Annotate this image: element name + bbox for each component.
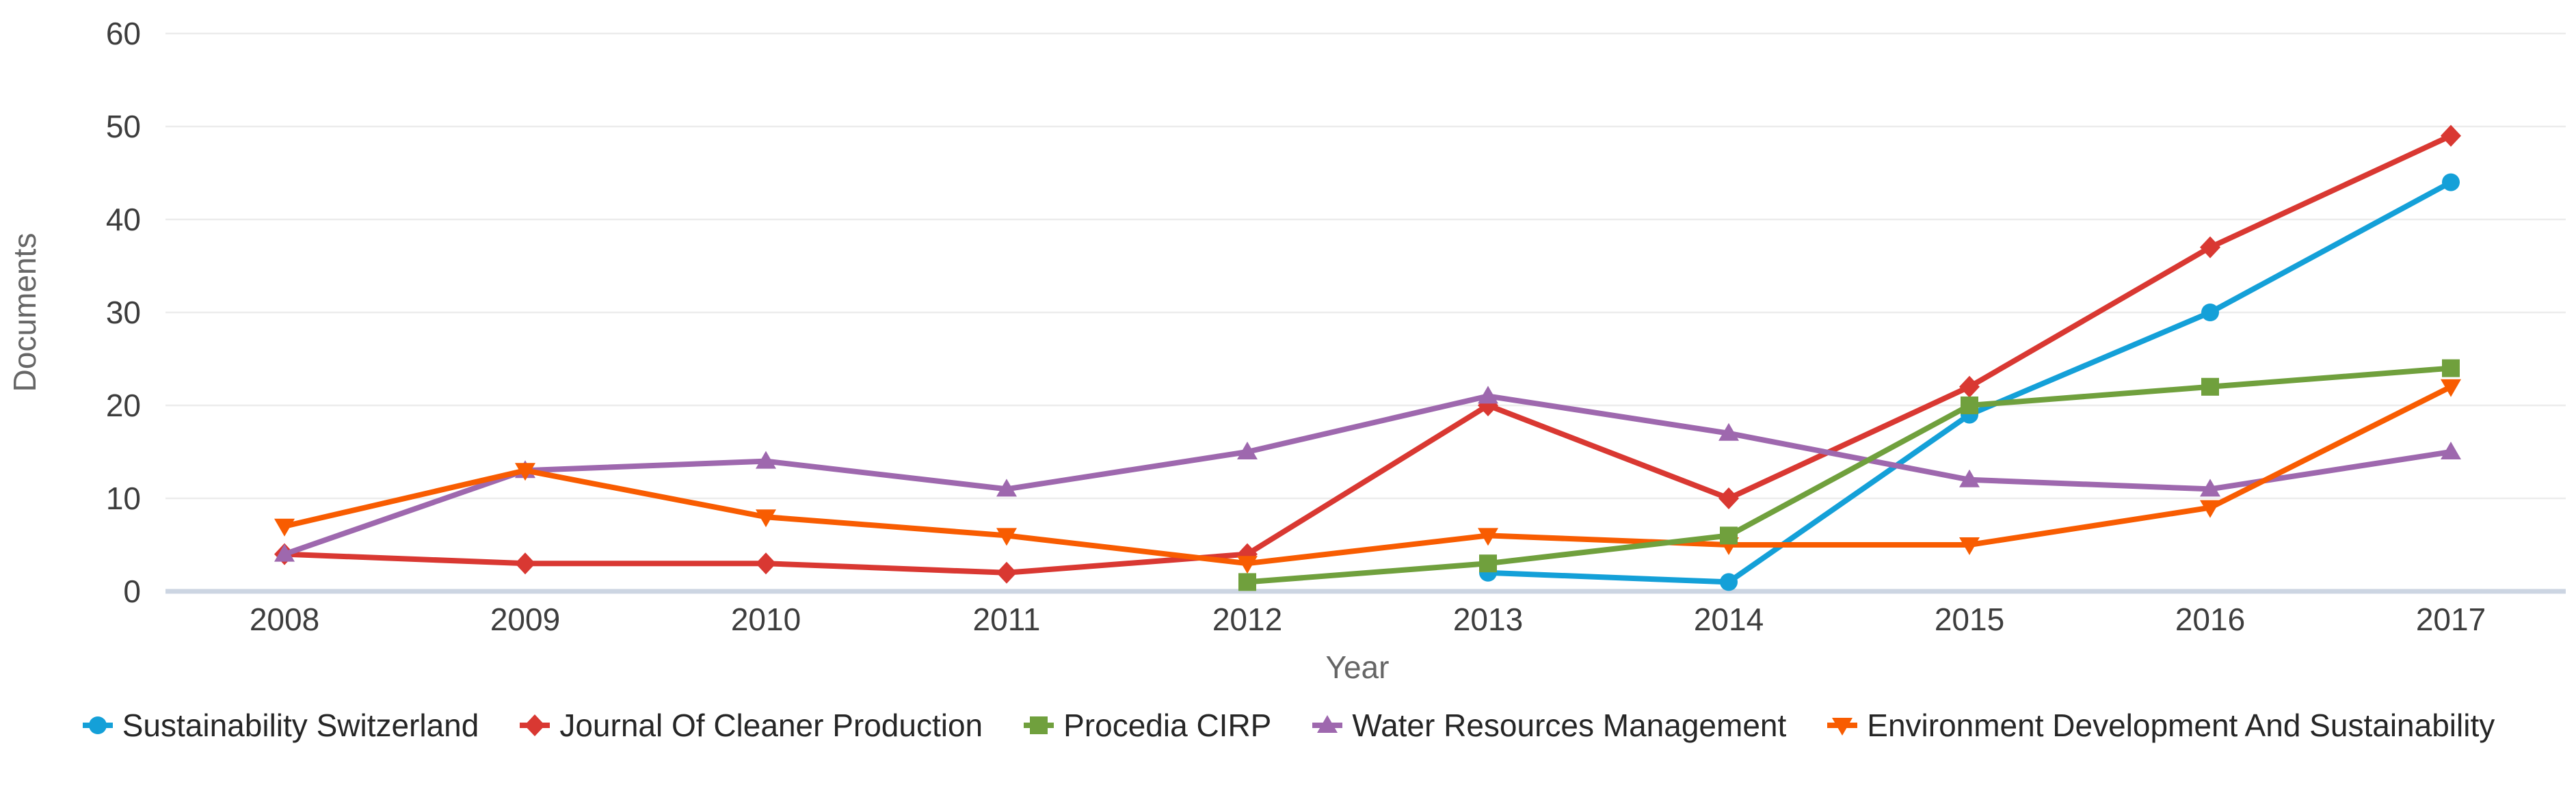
data-point-marker (515, 552, 535, 575)
legend-item-procedia-cirp[interactable]: Procedia CIRP (1022, 707, 1271, 744)
x-tick-label: 2008 (250, 602, 319, 637)
data-point-marker (2442, 173, 2460, 191)
x-tick-label: 2012 (1212, 602, 1282, 637)
legend-item-sustainability-switzerland[interactable]: Sustainability Switzerland (81, 707, 479, 744)
y-tick-label: 0 (123, 574, 141, 609)
data-point-marker (1237, 556, 1258, 574)
x-tick-label: 2015 (1935, 602, 2004, 637)
y-tick-label: 40 (106, 202, 141, 237)
y-tick-label: 20 (106, 388, 141, 423)
data-point-marker (2201, 377, 2219, 396)
y-axis-title: Documents (7, 233, 42, 392)
series-line-environment-development-and-sustainability (282, 384, 2454, 567)
data-point-marker (1720, 526, 1738, 545)
data-point-marker (1959, 469, 1980, 487)
y-tick-label: 60 (106, 16, 141, 51)
y-tick-label: 30 (106, 295, 141, 330)
x-tick-label: 2017 (2416, 602, 2486, 637)
legend-item-environment-development-and-sustainability[interactable]: Environment Development And Sustainabili… (1826, 707, 2495, 744)
data-point-marker (1238, 573, 1256, 591)
legend-label: Environment Development And Sustainabili… (1867, 708, 2495, 743)
data-point-marker (274, 518, 295, 537)
data-point-marker (996, 561, 1017, 584)
x-tick-label: 2014 (1694, 602, 1764, 637)
data-point-marker (2441, 442, 2461, 459)
data-point-marker (1720, 573, 1738, 591)
data-point-marker (1479, 554, 1497, 573)
series-environment-development-and-sustainability (274, 379, 2461, 574)
data-point-marker (2441, 124, 2461, 147)
legend-label: Sustainability Switzerland (122, 708, 479, 743)
data-point-marker (2201, 304, 2219, 321)
data-point-marker (2441, 379, 2461, 397)
data-point-marker (1959, 537, 1980, 555)
legend-marker-square-icon (1024, 716, 1054, 734)
series-journal-of-cleaner-production (274, 124, 2461, 584)
x-tick-label: 2016 (2175, 602, 2245, 637)
data-point-marker (2200, 500, 2220, 518)
data-point-marker (1718, 422, 1739, 441)
series-line-journal-of-cleaner-production (282, 133, 2454, 576)
legend-marker-circle-icon (82, 716, 113, 734)
data-point-marker (2442, 359, 2460, 377)
data-point-marker (1237, 442, 1258, 459)
legend-label: Journal Of Cleaner Production (559, 708, 983, 743)
legend-label: Water Resources Management (1352, 708, 1787, 743)
legend-marker-triangle-up-icon (1312, 715, 1343, 733)
data-point-marker (1478, 528, 1498, 546)
x-tick-label: 2011 (973, 602, 1041, 637)
data-point-marker (996, 528, 1017, 546)
series-line-water-resources-management (282, 393, 2454, 557)
legend-label: Procedia CIRP (1063, 708, 1272, 743)
chart-legend: Sustainability Switzerland Journal Of Cle… (0, 707, 2576, 744)
y-axis-tick-labels: 0 10 20 30 40 50 60 (106, 16, 141, 609)
data-point-marker (756, 451, 776, 469)
data-point-marker (515, 463, 535, 481)
x-tick-label: 2010 (731, 602, 801, 637)
series-procedia-cirp (1238, 359, 2460, 591)
series-water-resources-management (274, 386, 2461, 562)
legend-marker-diamond-icon (520, 714, 550, 736)
series-line-procedia-cirp (1245, 365, 2454, 585)
data-point-marker (1478, 386, 1498, 404)
data-point-marker (1718, 487, 1739, 509)
legend-item-journal-of-cleaner-production[interactable]: Journal Of Cleaner Production (518, 707, 983, 744)
data-point-marker (2200, 479, 2220, 497)
legend-item-water-resources-management[interactable]: Water Resources Management (1311, 707, 1786, 744)
x-tick-label: 2013 (1453, 602, 1523, 637)
x-tick-label: 2009 (490, 602, 560, 637)
legend-marker-triangle-down-icon (1827, 718, 1858, 736)
x-axis-tick-labels: 2008 2009 2010 2011 2012 2013 2014 2015 2016 2017 (250, 602, 2486, 637)
data-point-marker (274, 543, 295, 562)
data-point-marker (1959, 375, 1980, 398)
data-point-marker (2200, 236, 2220, 258)
data-point-marker (756, 509, 776, 528)
x-axis-title: Year (1326, 649, 1390, 685)
y-tick-label: 50 (106, 109, 141, 144)
data-point-marker (996, 479, 1017, 497)
gridlines-layer (165, 32, 2566, 594)
data-point-marker (756, 552, 776, 575)
y-tick-label: 10 (106, 481, 141, 516)
series-sustainability-switzerland (1479, 173, 2460, 591)
series-layer (274, 124, 2461, 591)
data-point-marker (1961, 396, 1978, 414)
